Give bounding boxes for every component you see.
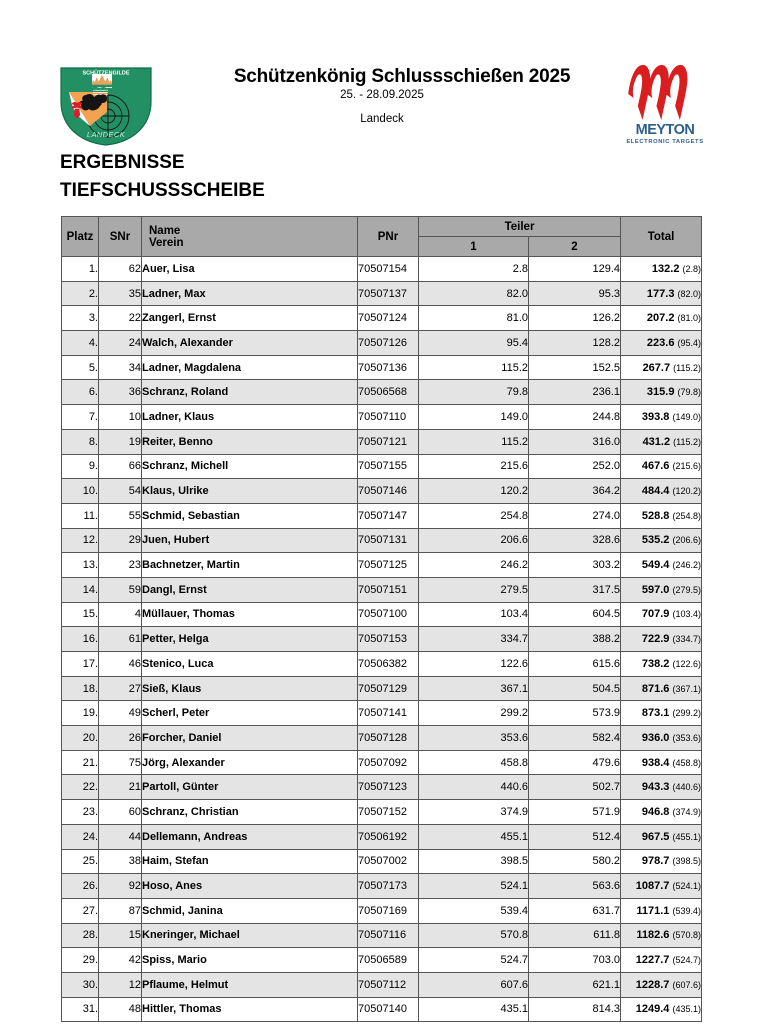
svg-text:LANDECK: LANDECK (87, 130, 126, 139)
